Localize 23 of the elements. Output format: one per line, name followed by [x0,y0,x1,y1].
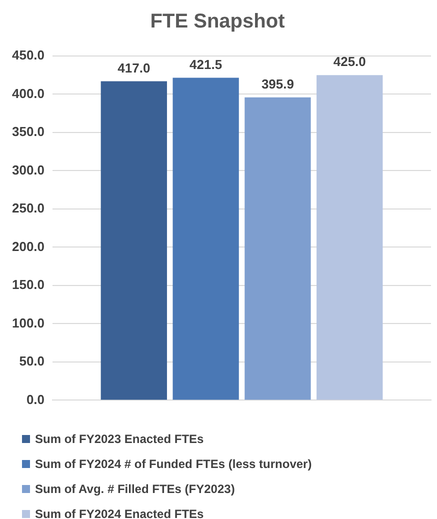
y-tick-label: 0.0 [26,392,45,407]
y-tick-label: 350.0 [12,124,45,140]
data-label: 395.9 [261,76,294,92]
y-tick-label: 200.0 [12,238,45,254]
bar [244,97,311,400]
legend-label: Sum of FY2023 Enacted FTEs [35,432,204,446]
data-label: 417.0 [118,60,150,76]
y-tick-label: 100.0 [12,315,45,330]
data-label: 425.0 [333,54,366,70]
legend-label: Sum of FY2024 # of Funded FTEs (less turnover) [35,456,312,470]
y-tick-label: 400.0 [12,86,45,101]
bar [172,78,239,400]
y-tick-label: 250.0 [12,200,45,216]
data-label: 421.5 [190,56,222,72]
chart-title: FTE Snapshot [150,10,286,33]
bar [316,75,383,400]
bar [100,81,167,400]
legend-label: Sum of Avg. # Filled FTEs (FY2023) [35,482,235,496]
y-tick-label: 150.0 [12,277,45,292]
y-tick-label: 300.0 [12,162,45,178]
y-tick-label: 450.0 [12,48,45,63]
legend-label: Sum of FY2024 Enacted FTEs [35,506,204,519]
y-tick-label: 50.0 [19,354,45,369]
